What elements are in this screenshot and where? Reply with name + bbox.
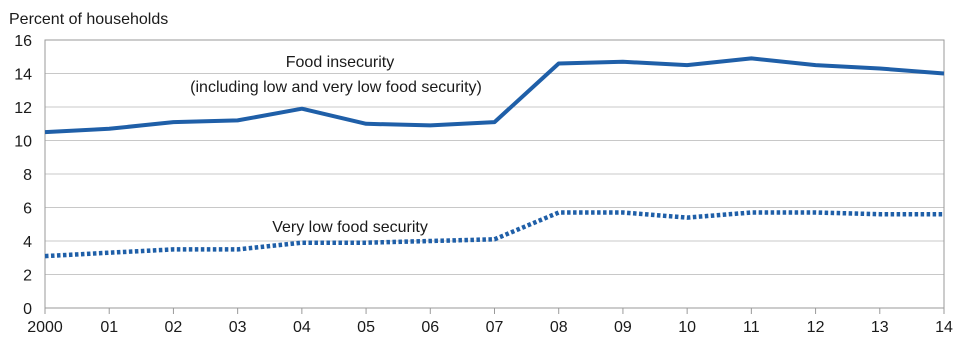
series-lines: [44, 56, 945, 259]
y-tick-label-2: 2: [23, 268, 32, 285]
y-tick-label-6: 6: [23, 201, 32, 218]
y-tick-label-8: 8: [23, 167, 32, 184]
x-tick-label-2011: 11: [743, 319, 760, 336]
y-tick-label-0: 0: [23, 301, 32, 318]
x-tick-label-2006: 06: [421, 319, 439, 336]
x-tick-labels: 2000 01 02 03 04 05 06 07 08 09 10 11 12 13 14: [27, 308, 953, 336]
x-tick-label-2014: 14: [935, 319, 953, 336]
y-tick-label-16: 16: [14, 33, 32, 50]
food-insecurity-line: [44, 56, 945, 135]
x-tick-label-2008: 08: [550, 319, 568, 336]
x-tick-label-2001: 01: [100, 319, 118, 336]
y-tick-label-10: 10: [14, 134, 32, 151]
x-tick-label-2009: 09: [614, 319, 632, 336]
y-axis-label: Percent of households: [9, 11, 168, 28]
x-tick-label-2005: 05: [357, 319, 375, 336]
y-tick-labels: 0 2 4 6 8 10 12 14 16: [14, 33, 32, 318]
food-insecurity-label: Food insecurity: [286, 54, 395, 71]
x-tick-label-2003: 03: [229, 319, 247, 336]
x-tick-label-2013: 13: [871, 319, 889, 336]
very-low-food-security-label: Very low food security: [272, 219, 428, 236]
x-tick-label-2002: 02: [165, 319, 183, 336]
y-tick-label-4: 4: [23, 234, 32, 251]
x-tick-label-2012: 12: [807, 319, 825, 336]
y-tick-label-12: 12: [14, 100, 32, 117]
food-insecurity-label-detail: (including low and very low food securit…: [190, 79, 482, 96]
gridlines: [45, 73, 944, 275]
very-low-food-security-line: [44, 210, 944, 259]
x-tick-label-2010: 10: [678, 319, 696, 336]
x-tick-label-2004: 04: [293, 319, 311, 336]
x-tick-label-2000: 2000: [27, 319, 63, 336]
y-tick-label-14: 14: [14, 67, 32, 84]
x-tick-label-2007: 07: [486, 319, 504, 336]
